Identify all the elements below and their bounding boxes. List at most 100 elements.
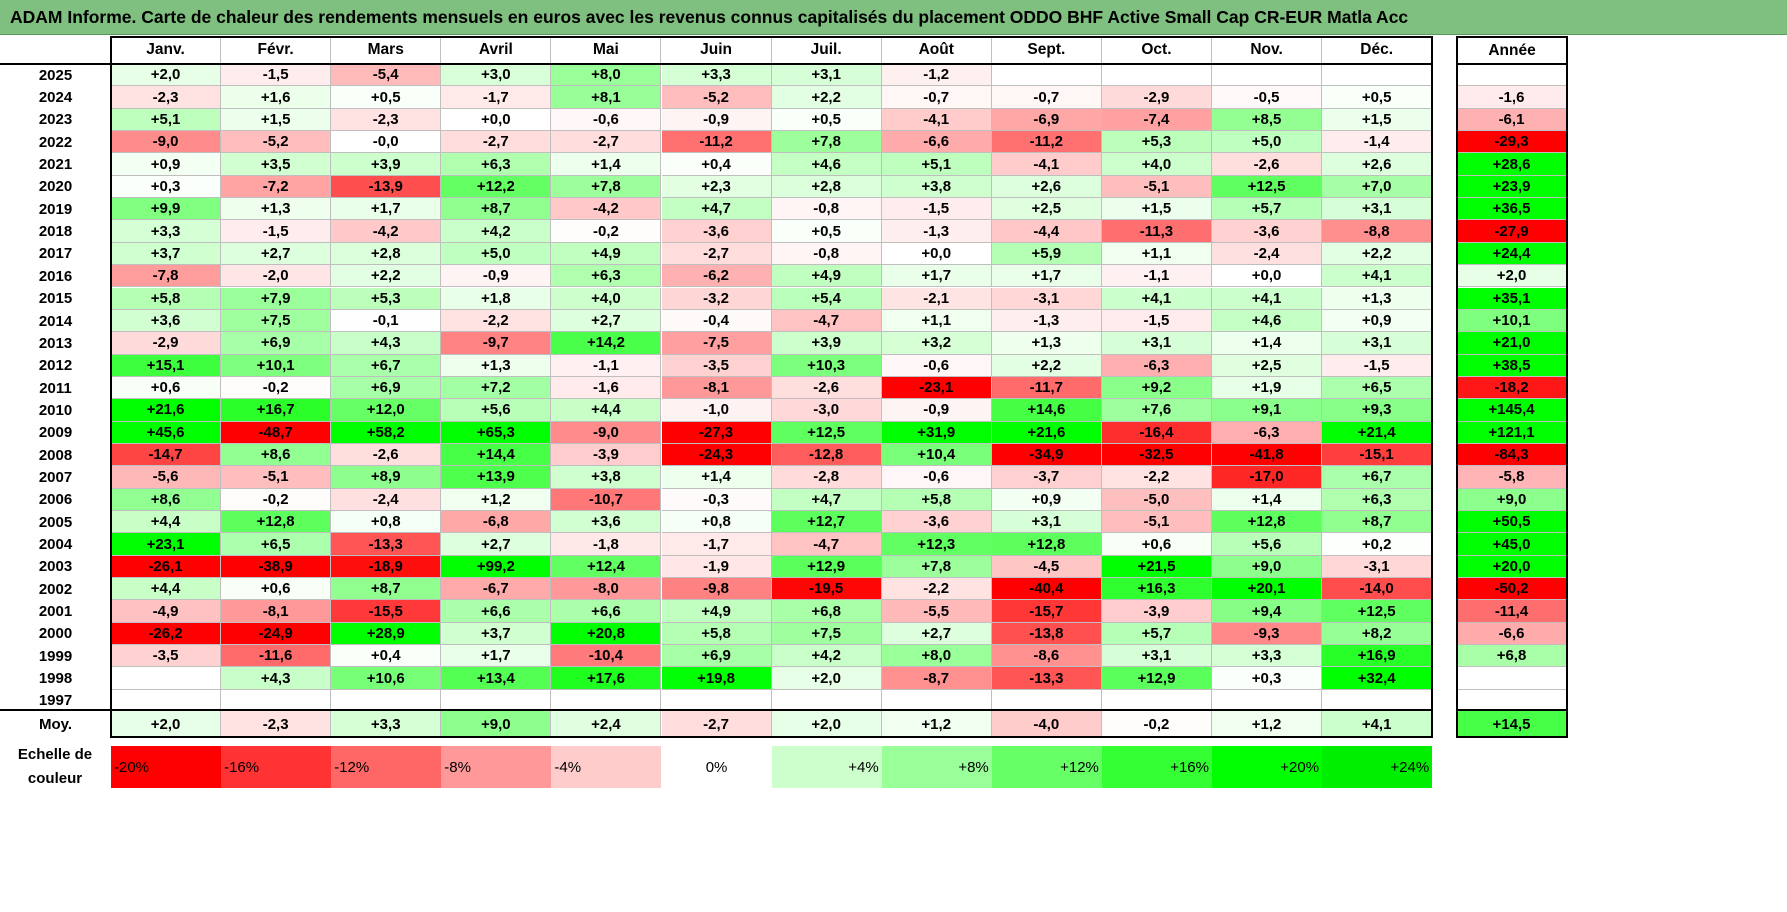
color-scale-step: -16% [221, 746, 332, 788]
year-label: 2009 [38, 424, 73, 442]
heatmap-cell: -7,8 [111, 265, 222, 288]
heatmap-cell: -4,5 [991, 555, 1102, 579]
heatmap-cell: +8,0 [881, 645, 992, 668]
heatmap-cell: +58,2 [331, 421, 442, 444]
heatmap-cell: +3,7 [111, 242, 222, 266]
heatmap-cell: +3,1 [1322, 198, 1433, 221]
heatmap-cell: -19,5 [771, 578, 882, 601]
year-label: 2020 [38, 178, 73, 196]
average-cell: -0,2 [1101, 711, 1212, 738]
heatmap-cell: -0,8 [771, 242, 882, 266]
heatmap-cell: -0,4 [661, 309, 772, 333]
heatmap-cell: -0,0 [331, 131, 442, 154]
year-label: 2022 [38, 133, 73, 151]
heatmap-cell: -5,1 [221, 466, 332, 489]
heatmap-cell: +0,8 [331, 511, 442, 534]
heatmap-cell: +0,5 [1322, 86, 1433, 109]
heatmap-cell: -2,0 [221, 265, 332, 288]
heatmap-cell: +20,8 [551, 622, 662, 646]
heatmap-cell: -1,2 [881, 64, 992, 87]
heatmap-cell: +12,2 [441, 175, 552, 199]
heatmap-cell: +3,3 [111, 220, 222, 243]
heatmap-cell: -3,6 [1212, 220, 1323, 243]
heatmap-cell: +45,6 [111, 421, 222, 444]
heatmap-cell: +7,2 [441, 376, 552, 400]
heatmap-cell: +4,1 [1212, 287, 1323, 310]
heatmap-cell: +3,1 [1101, 645, 1212, 668]
heatmap-cell: +6,9 [331, 376, 442, 400]
color-scale-step: +20% [1212, 746, 1323, 788]
month-header: Août [881, 37, 992, 64]
heatmap-cell: -6,8 [441, 511, 552, 534]
heatmap-cell: -3,5 [111, 645, 222, 668]
heatmap-cell: +6,8 [771, 600, 882, 623]
heatmap-cell [441, 689, 552, 713]
heatmap-cell: +3,7 [441, 622, 552, 646]
heatmap-cell: +6,3 [1322, 488, 1433, 511]
heatmap-cell: -8,8 [1322, 220, 1433, 243]
heatmap-cell [881, 689, 992, 713]
heatmap-cell: -3,6 [881, 511, 992, 534]
year-label: 2004 [38, 536, 73, 554]
heatmap-cell: +6,5 [221, 533, 332, 556]
heatmap-cell: +1,3 [221, 198, 332, 221]
heatmap-cell: +8,7 [441, 198, 552, 221]
heatmap-cell: +2,5 [1212, 354, 1323, 377]
heatmap-cell: +1,9 [1212, 376, 1323, 400]
heatmap-cell: +3,1 [991, 511, 1102, 534]
heatmap-cell: -32,5 [1101, 443, 1212, 467]
heatmap-cell: +0,0 [1212, 265, 1323, 288]
heatmap-cell: +8,7 [331, 578, 442, 601]
heatmap-cell: -1,5 [1101, 309, 1212, 333]
heatmap-cell: -4,2 [331, 220, 442, 243]
heatmap-cell: -2,9 [111, 332, 222, 355]
heatmap-cell: -26,1 [111, 555, 222, 579]
average-cell: +9,0 [441, 711, 552, 738]
heatmap-cell: +0,9 [1322, 309, 1433, 333]
heatmap-cell: -8,7 [881, 667, 992, 690]
heatmap-cell: +12,9 [1101, 667, 1212, 690]
heatmap-cell: -6,2 [661, 265, 772, 288]
heatmap-cell: +0,0 [881, 242, 992, 266]
heatmap-cell: +2,0 [111, 64, 222, 87]
heatmap-cell [1212, 689, 1323, 713]
heatmap-cell: +2,6 [991, 175, 1102, 199]
heatmap-cell: +7,5 [771, 622, 882, 646]
annual-cell: -50,2 [1457, 578, 1567, 601]
heatmap-cell: -3,1 [1322, 555, 1433, 579]
heatmap-cell: +8,0 [551, 64, 662, 87]
average-cell: +1,2 [1212, 711, 1323, 738]
heatmap-cell: +3,9 [331, 153, 442, 176]
heatmap-cell: +6,6 [441, 600, 552, 623]
heatmap-cell: -0,8 [771, 198, 882, 221]
heatmap-cell: -3,0 [771, 399, 882, 422]
heatmap-cell: +4,7 [661, 198, 772, 221]
year-label: 2023 [38, 111, 73, 129]
heatmap-cell: -6,9 [991, 108, 1102, 132]
heatmap-cell: +7,0 [1322, 175, 1433, 199]
year-label: 1998 [38, 670, 73, 688]
year-label: 2010 [38, 401, 73, 419]
heatmap-cell: -0,3 [661, 488, 772, 511]
heatmap-cell [221, 689, 332, 713]
average-cell: +2,4 [551, 711, 662, 738]
heatmap-cell: +12,5 [771, 421, 882, 444]
heatmap-cell: +13,9 [441, 466, 552, 489]
heatmap-cell: +8,6 [111, 488, 222, 511]
heatmap-cell: +14,4 [441, 443, 552, 467]
heatmap-cell: -41,8 [1212, 443, 1323, 467]
heatmap-cell: -13,3 [331, 533, 442, 556]
heatmap-cell: -0,9 [881, 399, 992, 422]
heatmap-cell: +9,4 [1212, 600, 1323, 623]
heatmap-cell: -8,6 [991, 645, 1102, 668]
heatmap-cell: +1,6 [221, 86, 332, 109]
heatmap-cell: +0,5 [771, 220, 882, 243]
heatmap-cell: -1,3 [991, 309, 1102, 333]
heatmap-cell: +2,0 [771, 667, 882, 690]
heatmap-cell: -1,3 [881, 220, 992, 243]
heatmap-cell: +6,3 [551, 265, 662, 288]
heatmap-cell: +8,1 [551, 86, 662, 109]
heatmap-cell: -2,4 [331, 488, 442, 511]
year-label: 2000 [38, 625, 73, 643]
heatmap-cell: +4,6 [1212, 309, 1323, 333]
